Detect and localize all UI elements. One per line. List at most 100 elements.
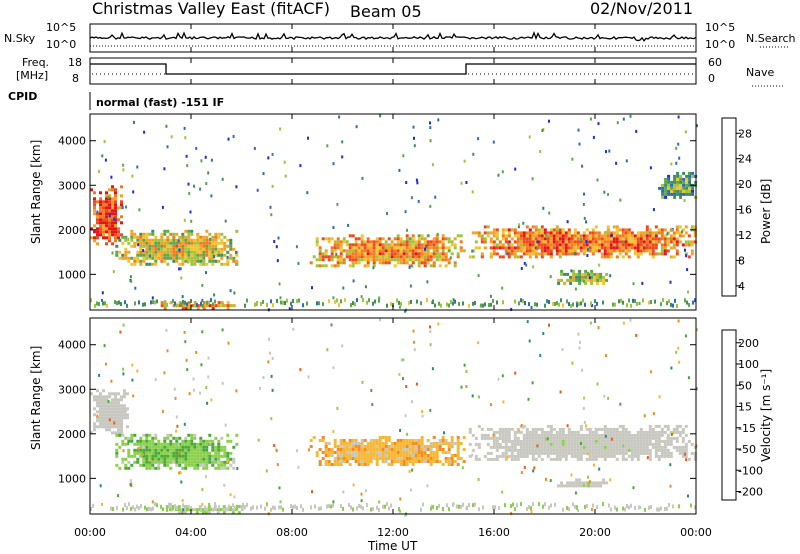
- heatmap-speck: [113, 217, 116, 221]
- heatmap-speck: [468, 503, 470, 507]
- nsearch-label: N.Search: [746, 32, 796, 45]
- heatmap-cell: [108, 224, 111, 228]
- heatmap-cell: [681, 430, 685, 434]
- heatmap-speck: [308, 448, 310, 452]
- heatmap-cell: [157, 256, 161, 260]
- heatmap-cell: [585, 228, 589, 232]
- heatmap-speck: [430, 506, 432, 511]
- heatmap-cell: [396, 234, 400, 238]
- heatmap-cell: [693, 451, 697, 455]
- heatmap-speck: [122, 323, 125, 327]
- heatmap-cell: [336, 448, 340, 451]
- heatmap-cell: [645, 234, 649, 238]
- heatmap-speck: [610, 437, 613, 441]
- heatmap-cell: [111, 200, 114, 204]
- heatmap-cell: [456, 436, 460, 439]
- heatmap-cell: [366, 237, 370, 241]
- heatmap-cell: [190, 439, 194, 443]
- heatmap-cell: [462, 460, 466, 463]
- heatmap-cell: [573, 237, 577, 241]
- heatmap-cell: [582, 234, 586, 238]
- heatmap-cell: [564, 231, 568, 235]
- heatmap-cell: [181, 460, 185, 464]
- heatmap-cell: [522, 249, 526, 253]
- heatmap-cell: [96, 404, 99, 408]
- heatmap-cell: [390, 463, 394, 466]
- heatmap-cell: [411, 237, 415, 241]
- heatmap-cell: [564, 246, 568, 250]
- heatmap-speck: [538, 502, 540, 507]
- heatmap-cell: [621, 427, 625, 431]
- heatmap-speck: [236, 467, 239, 470]
- heatmap-cell: [163, 448, 167, 452]
- heatmap-cell: [453, 460, 457, 463]
- heatmap-cell: [654, 442, 658, 446]
- heatmap-cell: [667, 189, 671, 193]
- heatmap-cell: [93, 422, 96, 426]
- heatmap-speck: [506, 456, 509, 460]
- heatmap-cell: [117, 206, 120, 210]
- heatmap-cell: [663, 234, 667, 238]
- heatmap-cell: [121, 433, 125, 437]
- heatmap-cell: [549, 436, 553, 440]
- heatmap-cell: [684, 445, 688, 449]
- x-tick-label: 00:00: [680, 526, 712, 539]
- heatmap-cell: [381, 457, 385, 460]
- heatmap-cell: [222, 505, 226, 509]
- heatmap-cell: [624, 240, 628, 244]
- heatmap-cell: [612, 237, 616, 241]
- heatmap-cell: [417, 442, 421, 445]
- heatmap-cell: [573, 442, 577, 446]
- heatmap-cell: [597, 243, 601, 247]
- heatmap-cell: [114, 188, 117, 192]
- heatmap-speck: [384, 504, 386, 509]
- heatmap-cell: [99, 227, 102, 231]
- heatmap-cell: [214, 445, 218, 449]
- heatmap-cell: [654, 246, 658, 250]
- heatmap-cell: [618, 439, 622, 443]
- heatmap-cell: [354, 448, 358, 451]
- heatmap-cell: [108, 233, 111, 237]
- heatmap-cell: [193, 259, 197, 263]
- heatmap-cell: [543, 249, 547, 253]
- heatmap-cell: [576, 439, 580, 443]
- heatmap-speck: [201, 487, 204, 491]
- heatmap-cell: [507, 430, 511, 434]
- heatmap-cell: [99, 407, 102, 411]
- heatmap-speck: [672, 504, 674, 509]
- heatmap-speck: [137, 447, 140, 451]
- heatmap-cell: [564, 252, 568, 256]
- heatmap-cell: [351, 454, 355, 457]
- heatmap-speck: [269, 205, 272, 209]
- heatmap-cell: [594, 457, 598, 461]
- heatmap-cell: [181, 457, 185, 461]
- heatmap-cell: [105, 395, 108, 399]
- heatmap-cell: [591, 234, 595, 238]
- heatmap-cell: [450, 240, 454, 244]
- heatmap-cell: [552, 436, 556, 440]
- heatmap-cell: [558, 451, 562, 455]
- heatmap-cell: [163, 445, 167, 449]
- heatmap-cell: [531, 457, 535, 461]
- heatmap-cell: [181, 247, 185, 251]
- heatmap-cell: [190, 262, 194, 266]
- heatmap-cell: [444, 258, 448, 262]
- heatmap-cell: [142, 244, 146, 248]
- heatmap-cell: [181, 445, 185, 449]
- heatmap-speck: [185, 154, 188, 158]
- heatmap-cell: [372, 246, 376, 250]
- heatmap-cell: [573, 451, 577, 455]
- heatmap-cell: [516, 240, 520, 244]
- heatmap-cell: [181, 232, 185, 236]
- heatmap-cell: [111, 401, 114, 405]
- heatmap-cell: [366, 454, 370, 457]
- heatmap-cell: [417, 264, 421, 268]
- heatmap-speck: [181, 295, 184, 299]
- heatmap-cell: [667, 192, 671, 196]
- heatmap-cell: [597, 439, 601, 443]
- heatmap-speck: [166, 145, 169, 149]
- heatmap-cell: [345, 442, 349, 445]
- heatmap-cell: [603, 439, 607, 443]
- heatmap-speck: [466, 505, 468, 510]
- heatmap-cell: [639, 436, 643, 440]
